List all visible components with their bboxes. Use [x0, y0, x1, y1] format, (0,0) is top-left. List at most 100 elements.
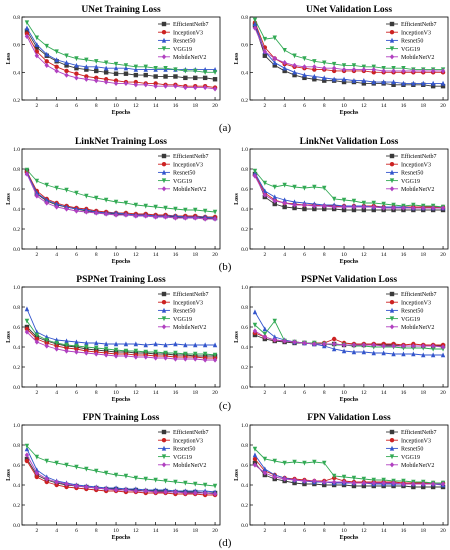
data-point	[341, 66, 347, 73]
x-tick-label: 8	[95, 528, 98, 534]
data-point	[381, 79, 386, 85]
x-tick-label: 8	[323, 252, 326, 258]
data-point	[163, 205, 168, 211]
data-point	[84, 67, 89, 72]
legend-marker	[161, 429, 167, 435]
y-tick-label: 0.6	[13, 43, 20, 49]
series-vgg19	[24, 318, 218, 358]
data-point	[292, 480, 297, 486]
row-label-b: (b)	[219, 261, 232, 273]
data-point	[84, 484, 89, 490]
data-point	[24, 318, 30, 324]
x-tick-label: 18	[421, 252, 427, 258]
data-point	[312, 67, 317, 72]
data-point	[262, 326, 268, 332]
data-point	[24, 20, 30, 26]
data-point	[103, 352, 109, 358]
data-point	[421, 343, 426, 349]
data-point	[430, 481, 436, 487]
data-point	[123, 353, 129, 359]
data-point	[371, 207, 376, 213]
x-tick-label: 10	[113, 103, 119, 109]
data-point	[421, 80, 426, 86]
y-tick-label: 1.0	[241, 285, 248, 291]
data-point	[193, 490, 198, 496]
plot-frame	[249, 16, 449, 101]
data-point	[74, 343, 79, 349]
data-point	[302, 202, 307, 208]
legend-marker	[161, 454, 167, 460]
data-point	[163, 355, 168, 361]
series-vgg19	[252, 318, 446, 352]
legend-marker	[161, 169, 167, 175]
data-point	[322, 78, 327, 83]
x-tick-label: 2	[263, 252, 266, 258]
legend-marker	[389, 438, 395, 443]
legend-marker	[389, 445, 395, 451]
y-tick-label: 1.0	[241, 423, 248, 429]
data-point	[341, 197, 347, 203]
data-point	[113, 212, 119, 218]
data-point	[24, 31, 30, 36]
data-point	[183, 75, 188, 81]
data-point	[331, 65, 337, 71]
data-point	[381, 201, 386, 207]
x-tick-label: 2	[263, 528, 266, 534]
data-point	[331, 61, 337, 67]
data-point	[54, 204, 59, 210]
data-point	[361, 342, 367, 348]
plot-frame	[21, 16, 221, 101]
data-point	[322, 460, 327, 466]
data-point	[94, 68, 99, 74]
x-tick-label: 20	[212, 390, 218, 396]
data-point	[143, 213, 148, 219]
data-point	[34, 193, 40, 199]
data-point	[272, 334, 277, 340]
x-tick-label: 12	[361, 528, 367, 534]
series-line	[26, 308, 216, 346]
data-point	[133, 488, 139, 494]
series-line	[254, 19, 444, 71]
legend-label: VGG19	[401, 317, 420, 323]
data-point	[94, 468, 99, 474]
data-point	[421, 481, 426, 487]
data-point	[54, 479, 59, 485]
x-tick-label: 4	[283, 103, 286, 109]
x-tick-label: 18	[421, 390, 427, 396]
legend-label: VGG19	[401, 179, 420, 185]
data-point	[421, 484, 426, 490]
data-point	[133, 79, 139, 85]
data-point	[103, 79, 109, 85]
data-point	[143, 64, 148, 70]
x-tick-label: 12	[133, 252, 139, 258]
legend-label: MobileNetV2	[173, 463, 206, 469]
data-point	[103, 470, 109, 476]
data-point	[430, 352, 436, 358]
y-axis-label: Loss	[6, 468, 12, 480]
data-point	[202, 84, 208, 91]
data-point	[84, 344, 89, 350]
series-mobilenetv2	[252, 173, 446, 211]
row-labels-layer: (a) (b) (c) (d)	[219, 122, 232, 549]
data-point	[143, 354, 148, 360]
data-point	[183, 490, 188, 496]
data-point	[282, 197, 287, 203]
chart-title: LinkNet Validation Loss	[300, 137, 399, 147]
legend-marker	[389, 54, 395, 60]
data-point	[84, 209, 89, 215]
data-point	[113, 61, 119, 67]
data-point	[54, 343, 59, 349]
x-tick-label: 8	[95, 103, 98, 109]
legend-label: EfficientNetb7	[401, 291, 437, 298]
legend-label: InceptionV3	[401, 30, 431, 36]
y-tick-label: 0.4	[13, 70, 20, 76]
data-point	[113, 347, 119, 353]
data-point	[34, 454, 40, 460]
y-tick-label: 0.8	[13, 15, 20, 21]
data-point	[103, 60, 109, 66]
data-point	[302, 185, 307, 191]
series-inceptionv3	[24, 169, 218, 220]
series-line	[26, 448, 216, 493]
data-point	[193, 68, 198, 74]
legend-label: VGG19	[401, 455, 420, 461]
